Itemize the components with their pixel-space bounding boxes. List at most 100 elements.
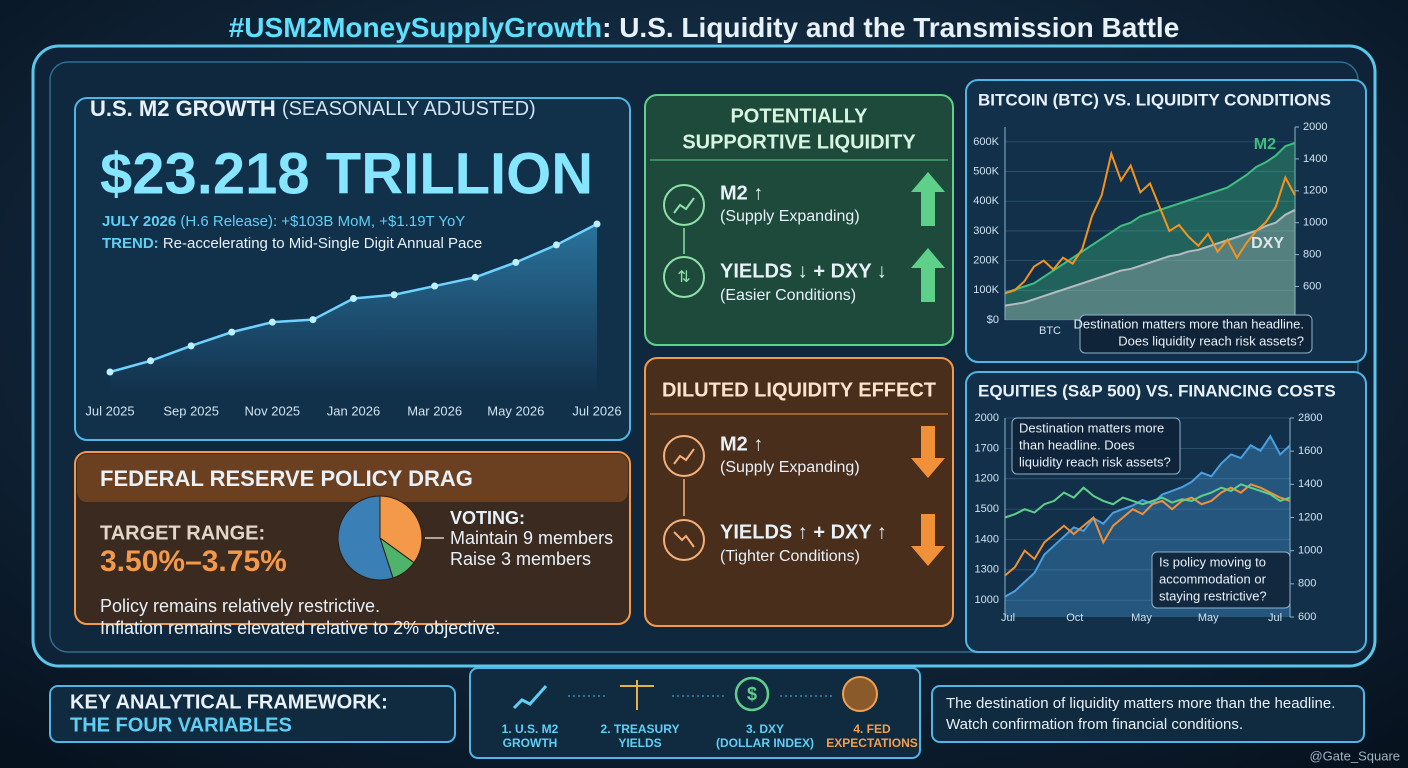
y-tick-label: 1000 xyxy=(975,594,999,606)
voting-pie xyxy=(337,495,423,581)
item-sub: (Easier Conditions) xyxy=(720,287,856,304)
m2-point xyxy=(268,318,276,326)
btc-title: BITCOIN (BTC) VS. LIQUIDITY CONDITIONS xyxy=(978,90,1331,109)
release-line: JULY 2026 (H.6 Release): +$103B MoM, +$1… xyxy=(102,213,465,230)
y-tick-label: 200K xyxy=(973,255,999,267)
annotation: Destination matters more than headline. xyxy=(1073,316,1304,331)
series-line xyxy=(1004,483,1291,577)
annotation-box xyxy=(1151,551,1291,609)
m2-point xyxy=(187,342,195,350)
variable-label: EXPECTATIONS xyxy=(826,736,918,750)
icon-growth-line xyxy=(673,197,695,214)
equities-title: EQUITIES (S&P 500) VS. FINANCING COSTS xyxy=(978,381,1336,400)
supportive-title: SUPPORTIVE LIQUIDITY xyxy=(682,131,916,153)
series-area xyxy=(1005,209,1295,320)
closing-line: The destination of liquidity matters mor… xyxy=(946,695,1335,712)
y-tick-label: 1400 xyxy=(975,533,999,545)
item-label: M2 ↑ xyxy=(720,433,763,455)
voting-item: Maintain 9 members xyxy=(450,528,613,548)
x-tick-label: Jul 2026 xyxy=(572,403,621,418)
item-sub: (Supply Expanding) xyxy=(720,459,860,476)
credit: @Gate_Square xyxy=(1309,748,1400,763)
title-rest: : U.S. Liquidity and the Transmission Ba… xyxy=(602,12,1179,43)
release-label: JULY 2026 xyxy=(102,213,176,230)
variable-label: YIELDS xyxy=(618,736,661,750)
annotation: Destination matters more xyxy=(1019,420,1164,435)
icon-dollar-glyph: $ xyxy=(747,684,757,704)
voting-label: VOTING: xyxy=(450,508,525,528)
trend-label: TREND: xyxy=(102,235,159,252)
y2-tick-label: 1200 xyxy=(1303,185,1327,197)
icon-down xyxy=(663,519,705,561)
x-tick-label: Jul xyxy=(1001,612,1015,624)
x-tick-label: Jul 2025 xyxy=(85,403,134,418)
series-name: M2 xyxy=(1254,136,1276,153)
y-tick-label: 600K xyxy=(973,136,999,148)
y-tick-label: 500K xyxy=(973,165,999,177)
m2-point xyxy=(552,241,560,249)
m2-headline: $23.218 TRILLION xyxy=(100,141,593,206)
m2-point xyxy=(350,294,357,302)
variables-box xyxy=(469,667,921,759)
diluted-title: DILUTED LIQUIDITY EFFECT xyxy=(662,379,936,401)
page-title: #USM2MoneySupplyGrowth: U.S. Liquidity a… xyxy=(229,12,1180,43)
m2-subheading: (SEASONALLY ADJUSTED) xyxy=(282,98,536,120)
series-area xyxy=(1005,142,1295,320)
closing-line: Watch confirmation from financial condit… xyxy=(946,716,1243,733)
trend-text: Re-accelerating to Mid-Single Digit Annu… xyxy=(163,235,482,252)
diluted-panel xyxy=(644,357,954,627)
pie-slice xyxy=(337,495,394,581)
annotation: Is policy moving to xyxy=(1159,554,1266,569)
icon-yields-glyph: ⇅ xyxy=(677,269,690,286)
y-tick-label: 400K xyxy=(973,195,999,207)
icon-growth-line xyxy=(673,448,695,465)
annotation: staying restrictive? xyxy=(1159,588,1267,603)
variable-label: 4. FED xyxy=(853,722,891,736)
y-tick-label: 2000 xyxy=(975,412,999,424)
m2-point xyxy=(471,273,479,281)
icon-seal xyxy=(842,676,878,712)
y2-tick-label: 1400 xyxy=(1298,478,1322,490)
y-tick-label: $0 xyxy=(987,314,999,326)
annotation: than headline. Does xyxy=(1019,437,1135,452)
series-name: DXY xyxy=(1251,235,1284,252)
icon-down-line xyxy=(673,531,695,548)
y2-tick-label: 1000 xyxy=(1303,217,1327,229)
equities-chart: 1000 1300 1400 1500 1200 1700 2000 600 800 1000 12… xyxy=(975,412,1323,624)
m2-heading-main: U.S. M2 GROWTH xyxy=(90,96,276,121)
m2-point xyxy=(106,368,114,376)
pie-slice xyxy=(379,495,423,564)
y2-tick-label: 800 xyxy=(1303,249,1321,261)
y-tick-label: 1200 xyxy=(975,473,999,485)
y2-tick-label: 600 xyxy=(1303,280,1321,292)
fed-header xyxy=(77,454,628,502)
item-label: YIELDS ↓ + DXY ↓ xyxy=(720,260,887,282)
x-tick-label: Mar 2026 xyxy=(407,403,462,418)
x-tick-label: May xyxy=(1131,612,1152,624)
y-tick-label: 300K xyxy=(973,225,999,237)
framework-line: THE FOUR VARIABLES xyxy=(70,714,292,736)
btc-chart: $0 100K 200K 300K 400K 500K 600K 600 800 1000 1200… xyxy=(973,121,1327,354)
framework-line: KEY ANALYTICAL FRAMEWORK: xyxy=(70,691,388,713)
annotation: accommodation or xyxy=(1159,571,1267,586)
x-tick-label: Jan 2026 xyxy=(327,403,381,418)
policy-note: Policy remains relatively restrictive. xyxy=(100,596,380,616)
item-sub: (Supply Expanding) xyxy=(720,208,860,225)
target-label: TARGET RANGE: xyxy=(100,522,265,544)
m2-point xyxy=(228,328,236,336)
m2-point xyxy=(593,220,601,228)
voting-item: Raise 3 members xyxy=(450,549,591,569)
m2-point xyxy=(512,258,520,266)
fed-title: FEDERAL RESERVE POLICY DRAG xyxy=(100,466,473,491)
y-tick-label: 100K xyxy=(973,284,999,296)
trend-line: TREND: Re-accelerating to Mid-Single Dig… xyxy=(102,235,482,252)
m2-heading: U.S. M2 GROWTH (SEASONALLY ADJUSTED) xyxy=(90,96,536,121)
m2-point xyxy=(309,316,317,324)
series-line xyxy=(1004,209,1296,307)
annotation: liquidity reach risk assets? xyxy=(1019,454,1171,469)
y2-tick-label: 1600 xyxy=(1298,445,1322,457)
m2-area xyxy=(110,224,597,395)
release-text: (H.6 Release): +$103B MoM, +$1.19T YoY xyxy=(180,213,465,230)
y-tick-label: 1300 xyxy=(975,564,999,576)
